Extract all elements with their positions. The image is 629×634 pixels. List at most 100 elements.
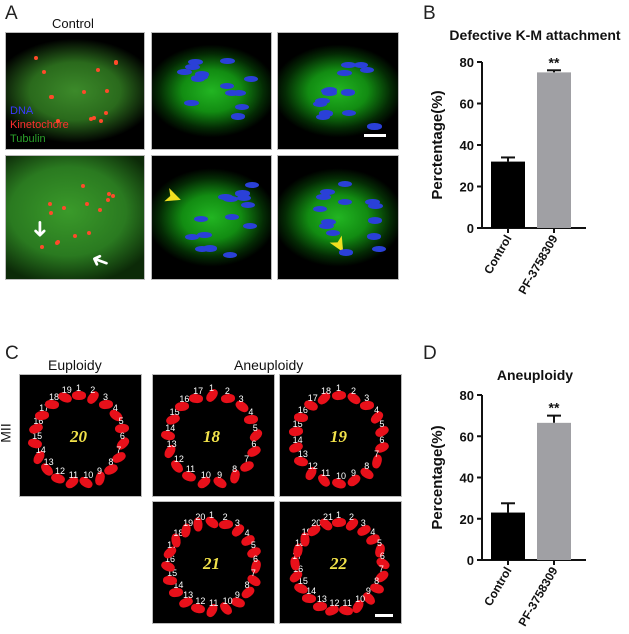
chromosome-number: 2 <box>222 512 228 523</box>
chromosome-number: 11 <box>185 464 196 475</box>
chromosome-blob <box>337 180 353 187</box>
chromosome-blob <box>235 190 250 197</box>
chromosome-blob <box>81 90 86 95</box>
chromosome-blob <box>62 205 67 210</box>
chromosome-number: 14 <box>306 586 317 597</box>
chromosome-number: 19 <box>183 518 194 529</box>
chromosome-blob <box>81 184 86 189</box>
chromosome-number: 9 <box>234 589 240 600</box>
chromosome-number: 6 <box>379 550 385 561</box>
y-tick-label: 0 <box>467 221 474 236</box>
chromosome-spread: 1 2 3 4 5 6 7 8 9 10 11 12 13 14 15 16 17 18 19 <box>279 374 402 497</box>
chromosome-number: 2 <box>90 385 96 396</box>
chromosome-blob <box>188 58 203 65</box>
chromosome-blob <box>321 219 336 226</box>
chromosome-blob <box>114 60 119 65</box>
chromosome-blob <box>202 245 218 252</box>
chromosome-number: 2 <box>351 385 357 396</box>
chromosome-number: 8 <box>364 460 370 471</box>
chromosome-blob <box>84 201 89 206</box>
chromosome-number: 8 <box>244 579 250 590</box>
micrograph-a5: ➤ <box>151 155 272 280</box>
chromosome-number: 6 <box>379 434 385 445</box>
y-tick-label: 40 <box>460 471 474 486</box>
chromosome-number: 14 <box>35 444 46 455</box>
chromosome-blob <box>177 69 192 76</box>
chromosome-blob <box>219 82 235 89</box>
chromosome-number: 15 <box>169 407 180 418</box>
chromosome-blob <box>337 69 352 76</box>
chromosome-blob <box>48 202 53 207</box>
chromosome-number: 14 <box>173 579 184 590</box>
micrograph-a6: ➤ <box>277 155 399 280</box>
chromosome-blob <box>231 113 246 120</box>
chromosome-number: 2 <box>348 511 354 522</box>
chart-aneuploidy: Aneuploidy 0 20 40 60 80 Percentage(%) Control P… <box>429 367 586 629</box>
chromosome-blob <box>110 193 115 198</box>
y-tick-label: 0 <box>467 553 474 568</box>
chromosome-blob <box>318 110 334 117</box>
chromosome-blob <box>234 103 250 111</box>
chromosome-blob <box>367 217 383 224</box>
chromosome-count: 22 <box>330 554 347 573</box>
chromosome-blob <box>56 119 61 124</box>
micrograph-a2 <box>151 32 272 150</box>
chromosome-number: 3 <box>364 393 370 404</box>
chromosome-spread: 1 2 3 4 5 6 7 8 9 10 11 12 13 14 15 16 17 18 <box>152 374 275 497</box>
chromosome-count: 18 <box>203 427 220 446</box>
chromosome-blob <box>48 211 53 216</box>
chromosome-number: 10 <box>355 593 366 604</box>
panel-a-title: Control <box>52 16 94 31</box>
chromosome-number: 9 <box>217 470 223 481</box>
chromosome-number: 17 <box>307 393 318 404</box>
chromosome-number: 18 <box>173 528 184 539</box>
chromosome-count: 21 <box>203 554 220 573</box>
chromosome-number: 7 <box>116 444 122 455</box>
chromosome-number: 3 <box>238 394 244 405</box>
chromosome-blob <box>106 191 111 196</box>
chromosome-spread: 1 2 3 4 5 6 7 8 9 10 11 12 13 14 15 16 17 18 19 20 <box>19 374 142 497</box>
chromosome-number: 3 <box>234 518 240 529</box>
chromosome-blob <box>103 110 108 115</box>
chromosome-number: 15 <box>292 419 303 430</box>
chromosome-count: 19 <box>330 427 347 446</box>
chromosome-number: 17 <box>193 385 204 396</box>
chromosome-number: 8 <box>232 464 238 475</box>
chromosome-blob <box>224 213 240 221</box>
chromosome-number: 12 <box>195 595 206 606</box>
chromosome-number: 16 <box>179 394 190 405</box>
chromosome-blob <box>359 66 374 74</box>
chromosome-blob <box>73 234 78 239</box>
chromosome-number: 12 <box>55 465 66 476</box>
chromosome-blob <box>339 249 354 256</box>
chromosome-number: 8 <box>374 576 380 586</box>
chromosome-number: 1 <box>76 383 82 393</box>
chromosome-number: 20 <box>311 517 322 528</box>
legend-dna: DNA <box>10 105 34 117</box>
chromosome-blob <box>342 110 357 117</box>
bar-pf-3758309 <box>537 422 571 560</box>
chromosome-number: 13 <box>43 456 54 467</box>
arrow-icon: ➜ <box>87 246 113 277</box>
chromosome-blob <box>319 223 334 230</box>
chromosome <box>72 391 86 400</box>
chromosome-number: 5 <box>118 416 124 427</box>
chromosome-blob <box>222 251 238 259</box>
chromosome-blob <box>354 61 369 68</box>
chromosome-number: 13 <box>297 449 308 459</box>
chromosome-blob <box>33 56 38 61</box>
chromosome-count: 20 <box>70 427 87 446</box>
chromosome-number: 15 <box>167 567 178 578</box>
y-axis-label: Perctentage(%) <box>429 90 446 199</box>
chromosome-blob <box>184 99 199 106</box>
chromosome-number: 15 <box>32 430 43 441</box>
micrograph-a4: ➜ ➜ <box>5 155 145 280</box>
chromosome-blob <box>87 231 92 236</box>
panel-b-label: B <box>423 3 436 24</box>
y-tick-label: 60 <box>460 429 474 444</box>
chromosome-number: 12 <box>329 597 340 608</box>
chart-title: Aneuploidy <box>497 367 573 383</box>
chromosome-blob <box>366 233 382 240</box>
arrow-icon: ➜ <box>28 219 54 239</box>
